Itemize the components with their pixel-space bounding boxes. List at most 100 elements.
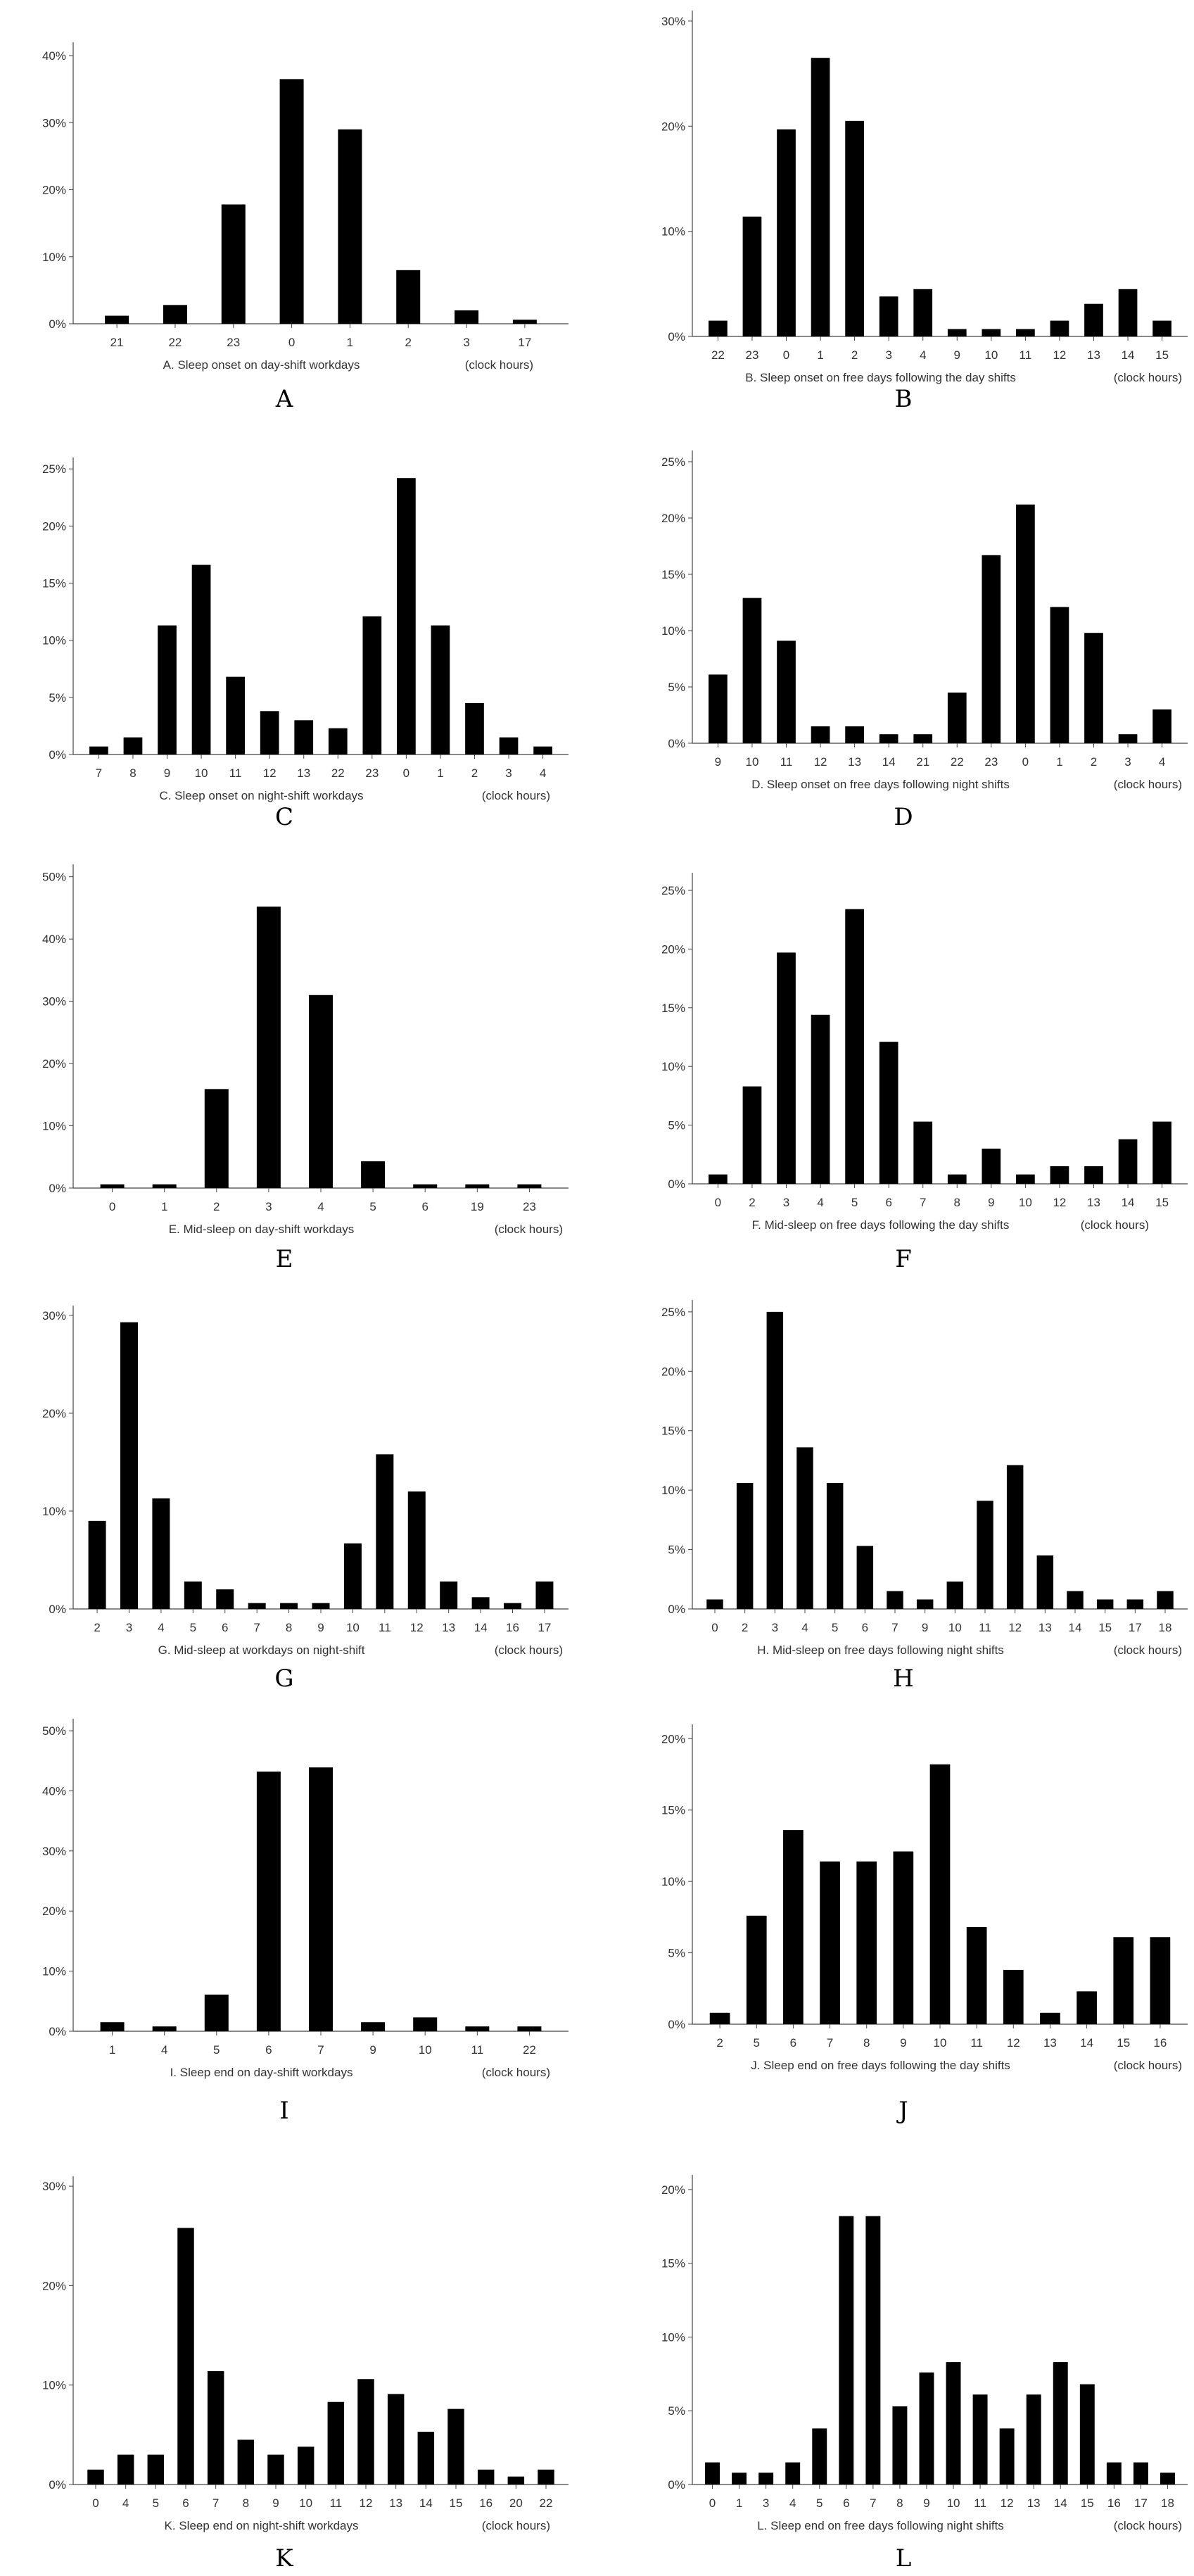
bar-12 xyxy=(999,2428,1015,2485)
x-tick-label: 0 xyxy=(783,348,789,362)
bar-21 xyxy=(105,315,129,324)
x-tick-label: 1 xyxy=(736,2496,742,2510)
x-tick-label: 22 xyxy=(951,755,964,769)
y-tick-label: 15% xyxy=(661,568,685,581)
x-tick-label: 11 xyxy=(330,2496,343,2510)
x-tick-label: 10 xyxy=(195,766,208,780)
x-tick-label: 1 xyxy=(817,348,823,362)
bar-1 xyxy=(1050,607,1069,743)
bar-1 xyxy=(152,1184,177,1188)
y-tick-label: 20% xyxy=(661,942,685,956)
x-tick-label: 8 xyxy=(129,766,136,780)
x-tick-label: 12 xyxy=(1007,2036,1020,2050)
bar-13 xyxy=(440,1581,458,1609)
x-tick-label: 9 xyxy=(317,1621,324,1634)
bar-9 xyxy=(709,674,728,743)
bar-11 xyxy=(376,1454,394,1609)
bar-22 xyxy=(709,320,728,336)
bar-4 xyxy=(309,995,333,1188)
bar-10 xyxy=(343,1543,362,1609)
x-tick-label: 4 xyxy=(801,1621,808,1634)
x-tick-label: 4 xyxy=(1159,755,1165,769)
y-tick-label: 10% xyxy=(42,1505,66,1518)
x-tick-label: 3 xyxy=(505,766,512,780)
bar-12 xyxy=(1050,1166,1069,1184)
bar-0 xyxy=(705,2462,720,2485)
y-tick-label: 10% xyxy=(42,1120,66,1133)
unit-label: (clock hours) xyxy=(482,2519,550,2532)
bar-7 xyxy=(820,1861,840,2024)
bar-10 xyxy=(982,329,1001,336)
bar-0 xyxy=(777,129,796,336)
bar-4 xyxy=(1152,709,1171,743)
x-tick-label: 3 xyxy=(885,348,891,362)
y-tick-label: 50% xyxy=(42,871,66,884)
x-tick-label: 8 xyxy=(286,1621,292,1634)
x-tick-label: 2 xyxy=(851,348,858,362)
x-tick-label: 12 xyxy=(263,766,277,780)
x-tick-label: 6 xyxy=(862,1621,868,1634)
x-tick-label: 9 xyxy=(988,1196,994,1209)
bar-4 xyxy=(117,2454,134,2485)
bar-13 xyxy=(1084,1166,1103,1184)
x-tick-label: 0 xyxy=(711,1621,718,1634)
y-tick-label: 10% xyxy=(661,2330,685,2344)
y-tick-label: 20% xyxy=(661,1365,685,1378)
bar-9 xyxy=(158,625,177,755)
x-tick-label: 6 xyxy=(222,1621,228,1634)
x-tick-label: 9 xyxy=(715,755,721,769)
bar-10 xyxy=(946,1581,964,1609)
x-tick-label: 23 xyxy=(746,348,759,362)
bar-18 xyxy=(1160,2473,1175,2485)
bar-0 xyxy=(709,1174,728,1184)
bar-11 xyxy=(1016,329,1035,336)
bar-9 xyxy=(916,1599,934,1609)
x-tick-label: 12 xyxy=(1053,348,1066,362)
y-tick-label: 30% xyxy=(42,1845,66,1858)
chart-caption: B. Sleep onset on free days following th… xyxy=(745,371,1016,384)
bar-1 xyxy=(811,58,830,336)
bar-10 xyxy=(413,2017,438,2031)
bar-3 xyxy=(777,952,796,1184)
x-tick-label: 12 xyxy=(814,755,827,769)
bar-15 xyxy=(1113,1937,1134,2024)
chart-panel-h: 0% 5% 10% 15% 20% 25% 0 2 3 4 5 6 7 9 10 11 12 13 14 15 17 18… xyxy=(661,1300,1188,1693)
x-tick-label: 6 xyxy=(885,1196,891,1209)
x-tick-label: 5 xyxy=(816,2496,823,2510)
x-tick-label: 15 xyxy=(1155,1196,1169,1209)
x-tick-label: 11 xyxy=(471,2043,483,2057)
x-tick-label: 13 xyxy=(1027,2496,1041,2510)
y-tick-label: 20% xyxy=(42,184,66,197)
x-tick-label: 18 xyxy=(1159,1621,1172,1634)
y-tick-label: 0% xyxy=(49,1603,66,1616)
bar-9 xyxy=(312,1603,330,1609)
bar-12 xyxy=(1006,1465,1024,1609)
x-tick-label: 22 xyxy=(523,2043,536,2057)
x-tick-label: 9 xyxy=(923,2496,929,2510)
x-tick-label: 17 xyxy=(1134,2496,1148,2510)
x-tick-label: 13 xyxy=(1043,2036,1057,2050)
x-tick-label: 2 xyxy=(471,766,478,780)
bar-13 xyxy=(1040,2012,1060,2024)
x-tick-label: 16 xyxy=(506,1621,519,1634)
x-tick-label: 8 xyxy=(863,2036,870,2050)
x-tick-label: 14 xyxy=(1080,2036,1093,2050)
y-tick-label: 10% xyxy=(42,2379,66,2392)
bar-22 xyxy=(163,305,187,324)
y-tick-label: 30% xyxy=(661,15,685,28)
y-tick-label: 15% xyxy=(42,577,66,591)
bar-1 xyxy=(338,129,362,324)
bar-3 xyxy=(1118,734,1138,743)
y-tick-label: 10% xyxy=(661,225,685,239)
bar-1 xyxy=(100,2022,125,2031)
x-tick-label: 7 xyxy=(870,2496,876,2510)
bar-3 xyxy=(120,1322,138,1609)
chart-panel-a: 0%10%20%30%40%21 22 23 0 1 2 3 17A. Sleep onset… xyxy=(42,42,569,413)
x-tick-label: 4 xyxy=(122,2496,129,2510)
y-tick-label: 20% xyxy=(42,2279,66,2292)
x-tick-label: 6 xyxy=(790,2036,796,2050)
x-tick-label: 21 xyxy=(110,336,124,349)
bar-5 xyxy=(746,1915,767,2024)
bar-22 xyxy=(517,2026,542,2031)
bar-7 xyxy=(207,2370,224,2485)
